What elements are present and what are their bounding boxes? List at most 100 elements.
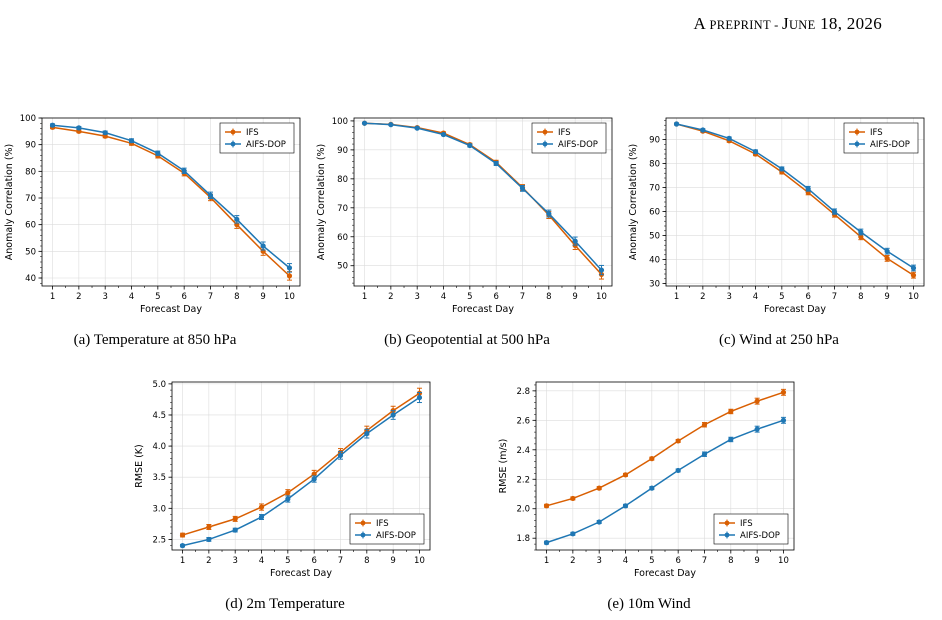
legend-entry-label: IFS <box>558 128 571 138</box>
data-point-aifs-dop <box>754 426 760 432</box>
y-tick-label: 100 <box>332 117 348 127</box>
y-tick-label: 2.6 <box>516 416 530 426</box>
y-tick-label: 60 <box>649 208 660 218</box>
x-tick-label: 8 <box>728 556 733 566</box>
y-tick-label: 90 <box>649 136 660 146</box>
x-tick-label: 2 <box>206 556 211 566</box>
data-point-ifs <box>596 485 602 491</box>
header-date-big: J <box>782 14 789 33</box>
x-tick-label: 5 <box>285 556 290 566</box>
caption-a: (a) Temperature at 850 hPa <box>73 332 237 348</box>
legend-swatch-marker <box>360 532 366 538</box>
x-tick-label: 7 <box>702 556 707 566</box>
x-tick-label: 4 <box>129 292 134 302</box>
data-point-ifs <box>570 495 576 502</box>
series-line-aifs-dop <box>676 123 914 269</box>
x-tick-label: 9 <box>260 292 265 302</box>
y-tick-label: 2.0 <box>516 505 530 515</box>
series-line-aifs-dop <box>182 396 420 547</box>
data-point-aifs-dop <box>805 186 811 192</box>
x-tick-label: 7 <box>520 292 525 302</box>
legend-swatch-marker <box>230 141 236 147</box>
data-point-ifs <box>286 273 293 279</box>
y-tick-label: 2.2 <box>516 475 530 485</box>
x-tick-label: 10 <box>414 556 425 566</box>
caption-d: (d) 2m Temperature <box>225 596 345 612</box>
y-tick-label: 60 <box>25 221 36 231</box>
legend-box <box>843 122 919 154</box>
legend-entry-label: AIFS-DOP <box>870 140 910 150</box>
x-tick-label: 4 <box>441 292 446 302</box>
y-tick-label: 4.5 <box>152 411 166 421</box>
x-tick-label: 8 <box>364 556 369 566</box>
y-tick-label: 100 <box>20 114 36 124</box>
header-prefix-small: PREPRINT - <box>706 18 783 32</box>
data-point-ifs <box>285 490 291 496</box>
y-axis-label: RMSE (m/s) <box>498 439 509 494</box>
data-point-aifs-dop <box>752 149 759 155</box>
legend-entry-label: AIFS-DOP <box>376 531 416 541</box>
data-point-aifs-dop <box>622 503 629 509</box>
x-tick-label: 4 <box>259 556 264 566</box>
data-point-ifs <box>884 255 890 261</box>
data-point-aifs-dop <box>493 160 499 167</box>
data-point-aifs-dop <box>206 536 212 543</box>
x-tick-label: 5 <box>649 556 654 566</box>
data-point-aifs-dop <box>361 120 368 126</box>
data-point-aifs-dop <box>700 127 706 133</box>
y-tick-label: 90 <box>25 141 36 151</box>
data-point-aifs-dop <box>831 209 838 215</box>
y-tick-label: 50 <box>649 232 660 242</box>
series-line-ifs <box>52 126 290 277</box>
series-line-aifs-dop <box>364 122 603 271</box>
legend-swatch-marker <box>724 532 730 538</box>
y-axis-label: Anomaly Correlation (%) <box>628 144 639 261</box>
legend-swatch-marker <box>854 129 860 135</box>
chart-e-10m-wind: 1 2 3 4 5 6 7 8 9 10 1.8 2.0 2.2 2.4 2.6 2.8 Forecast Da… <box>498 381 795 579</box>
data-point-aifs-dop <box>388 122 394 128</box>
y-axis-label: RMSE (K) <box>134 444 145 488</box>
data-point-aifs-dop <box>910 265 917 271</box>
y-tick-label: 4.0 <box>152 442 166 452</box>
caption-b: (b) Geopotential at 500 hPa <box>384 332 550 348</box>
x-tick-label: 2 <box>700 292 705 302</box>
data-point-ifs <box>179 532 186 538</box>
caption-e: (e) 10m Wind <box>607 596 691 612</box>
legend-box <box>531 122 607 154</box>
x-tick-label: 6 <box>805 292 810 302</box>
legend-box <box>713 513 789 545</box>
data-point-aifs-dop <box>364 431 370 437</box>
data-point-aifs-dop <box>286 265 293 271</box>
y-axis-label: Anomaly Correlation (%) <box>316 144 327 261</box>
data-point-aifs-dop <box>543 540 550 546</box>
data-point-aifs-dop <box>155 150 161 156</box>
x-tick-label: 1 <box>50 292 55 302</box>
data-point-aifs-dop <box>440 131 447 138</box>
x-tick-label: 10 <box>596 292 607 302</box>
x-tick-label: 5 <box>779 292 784 302</box>
y-tick-label: 3.0 <box>152 504 166 514</box>
data-point-aifs-dop <box>728 436 734 443</box>
y-axis-label: Anomaly Correlation (%) <box>4 144 15 261</box>
data-point-ifs <box>311 471 317 477</box>
x-tick-label: 1 <box>544 556 549 566</box>
data-point-aifs-dop <box>232 527 238 533</box>
legend-entry-label: AIFS-DOP <box>246 140 286 150</box>
legend-swatch-marker <box>230 129 236 135</box>
x-tick-label: 1 <box>674 292 679 302</box>
legend-swatch-marker <box>854 141 860 147</box>
y-tick-label: 40 <box>25 274 36 284</box>
data-point-aifs-dop <box>414 125 420 131</box>
data-point-ifs <box>754 398 760 404</box>
x-tick-label: 7 <box>208 292 213 302</box>
data-point-aifs-dop <box>675 467 681 474</box>
y-tick-label: 90 <box>337 146 348 156</box>
y-tick-label: 80 <box>649 160 660 170</box>
data-point-aifs-dop <box>76 125 82 131</box>
legend-swatch-marker <box>360 520 366 526</box>
y-tick-label: 40 <box>649 256 660 266</box>
data-point-aifs-dop <box>102 130 108 136</box>
x-tick-label: 4 <box>623 556 628 566</box>
data-point-ifs <box>622 472 629 478</box>
x-tick-label: 2 <box>388 292 393 302</box>
